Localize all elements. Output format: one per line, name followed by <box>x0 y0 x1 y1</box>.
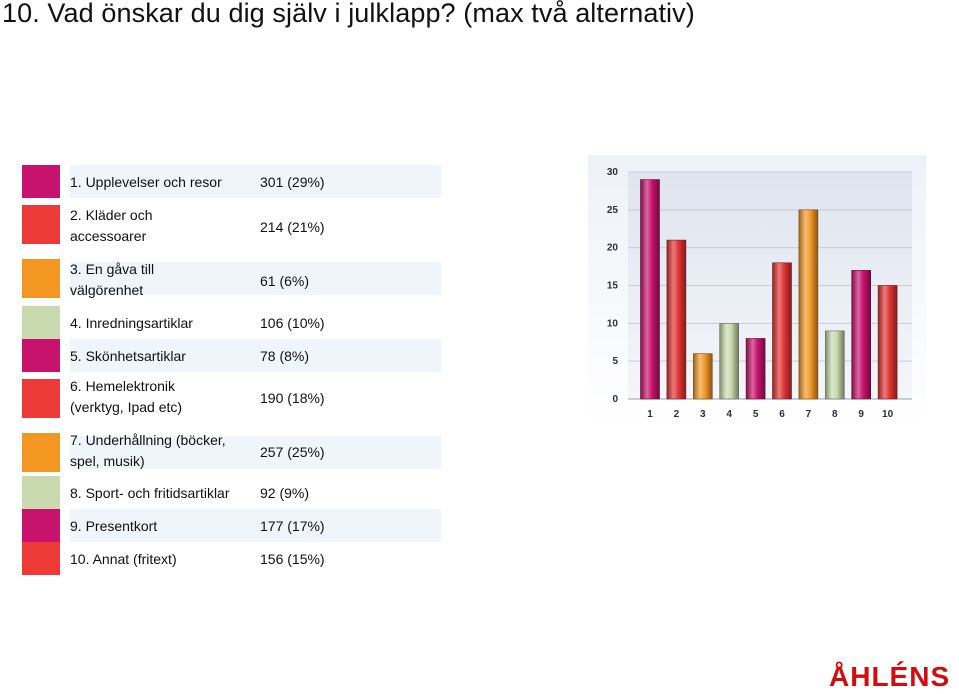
legend-value: 78 (8%) <box>260 348 310 364</box>
legend-swatch <box>22 509 60 542</box>
legend-label: 6. Hemelektronik (verktyg, Ipad etc) <box>70 378 183 415</box>
legend-label: 1. Upplevelser och resor <box>70 174 222 190</box>
legend-label: 3. En gåva till välgörenhet <box>70 261 155 298</box>
legend-value: 106 (10%) <box>260 315 325 331</box>
legend-value: 301 (29%) <box>260 174 325 190</box>
bar-5 <box>745 338 766 400</box>
bar-7 <box>798 209 819 400</box>
legend-label: 4. Inredningsartiklar <box>70 315 193 331</box>
legend-row: 5. Skönhetsartiklar 78 (8%) <box>20 339 441 372</box>
legend-row: 3. En gåva till välgörenhet 61 (6%) <box>20 256 441 306</box>
legend-label: 7. Underhållning (böcker, spel, musik) <box>70 432 226 469</box>
legend-swatch <box>22 306 60 339</box>
legend-swatch <box>22 165 60 198</box>
row-band <box>70 436 441 469</box>
legend-label: 10. Annat (fritext) <box>70 551 177 567</box>
legend-label: 2. Kläder och accessoarer <box>70 207 153 244</box>
bar-3 <box>693 353 713 400</box>
x-tick-label: 1 <box>647 409 653 420</box>
legend-label: 9. Presentkort <box>70 518 158 534</box>
x-tick-label: 5 <box>753 409 759 420</box>
page-title: 10. Vad önskar du dig själv i julklapp? … <box>2 0 695 28</box>
row-band <box>70 262 441 295</box>
row-band <box>70 339 441 372</box>
legend-swatch <box>22 259 60 298</box>
brand-logo: ÅHLÉNS <box>829 661 951 692</box>
legend-swatch <box>22 339 60 372</box>
bar-1 <box>640 179 660 400</box>
y-tick-label: 30 <box>607 167 619 178</box>
bar-2 <box>666 239 687 400</box>
legend-row: 8. Sport- och fritidsartiklar 92 (9%) <box>20 476 441 509</box>
legend-swatch <box>22 433 60 472</box>
x-tick-label: 8 <box>832 409 838 420</box>
x-tick-label: 6 <box>779 409 785 420</box>
x-tick-label: 7 <box>806 409 812 420</box>
bar-4 <box>719 323 739 400</box>
legend-swatch <box>22 205 60 244</box>
x-tick-label: 9 <box>858 409 864 420</box>
y-tick-label: 15 <box>607 281 619 292</box>
x-tick-label: 2 <box>674 409 680 420</box>
legend-value: 214 (21%) <box>260 219 325 235</box>
legend-label: 8. Sport- och fritidsartiklar <box>70 485 230 501</box>
row-band <box>70 165 441 198</box>
y-tick-label: 20 <box>607 243 619 254</box>
legend-value: 156 (15%) <box>260 551 325 567</box>
y-tick-label: 0 <box>612 394 618 405</box>
x-tick-label: 4 <box>726 409 732 420</box>
legend-swatch <box>22 542 60 575</box>
row-band <box>70 509 441 542</box>
legend-value: 257 (25%) <box>260 444 325 460</box>
legend-swatch <box>22 379 60 418</box>
legend-row: 7. Underhållning (böcker, spel, musik) 25… <box>20 430 441 480</box>
y-tick-label: 10 <box>607 318 619 329</box>
y-tick-label: 5 <box>612 356 618 367</box>
legend-row: 6. Hemelektronik (verktyg, Ipad etc) 190 … <box>20 376 441 426</box>
bar-10 <box>877 285 898 400</box>
legend-value: 61 (6%) <box>260 273 310 289</box>
legend-value: 92 (9%) <box>260 485 310 501</box>
bar-6 <box>772 262 792 400</box>
legend-row: 1. Upplevelser och resor 301 (29%) <box>20 165 441 198</box>
bar-9 <box>851 270 872 400</box>
y-tick-label: 25 <box>607 205 619 216</box>
legend-row: 2. Kläder och accessoarer 214 (21%) <box>20 202 441 252</box>
legend-row: 10. Annat (fritext) 156 (15%) <box>20 542 441 575</box>
bar-8 <box>825 330 845 400</box>
legend-row: 4. Inredningsartiklar 106 (10%) <box>20 306 441 339</box>
legend-row: 9. Presentkort 177 (17%) <box>20 509 441 542</box>
x-tick-label: 10 <box>882 409 894 420</box>
legend-label: 5. Skönhetsartiklar <box>70 348 186 364</box>
legend-value: 177 (17%) <box>260 518 325 534</box>
legend-swatch <box>22 476 60 509</box>
bar-chart: 0 5 10 15 20 25 30 1 2 3 4 5 6 7 8 9 10 <box>588 155 926 427</box>
legend-value: 190 (18%) <box>260 390 325 406</box>
x-tick-label: 3 <box>700 409 706 420</box>
bar-chart-svg: 0 5 10 15 20 25 30 1 2 3 4 5 6 7 8 9 10 <box>588 155 926 427</box>
